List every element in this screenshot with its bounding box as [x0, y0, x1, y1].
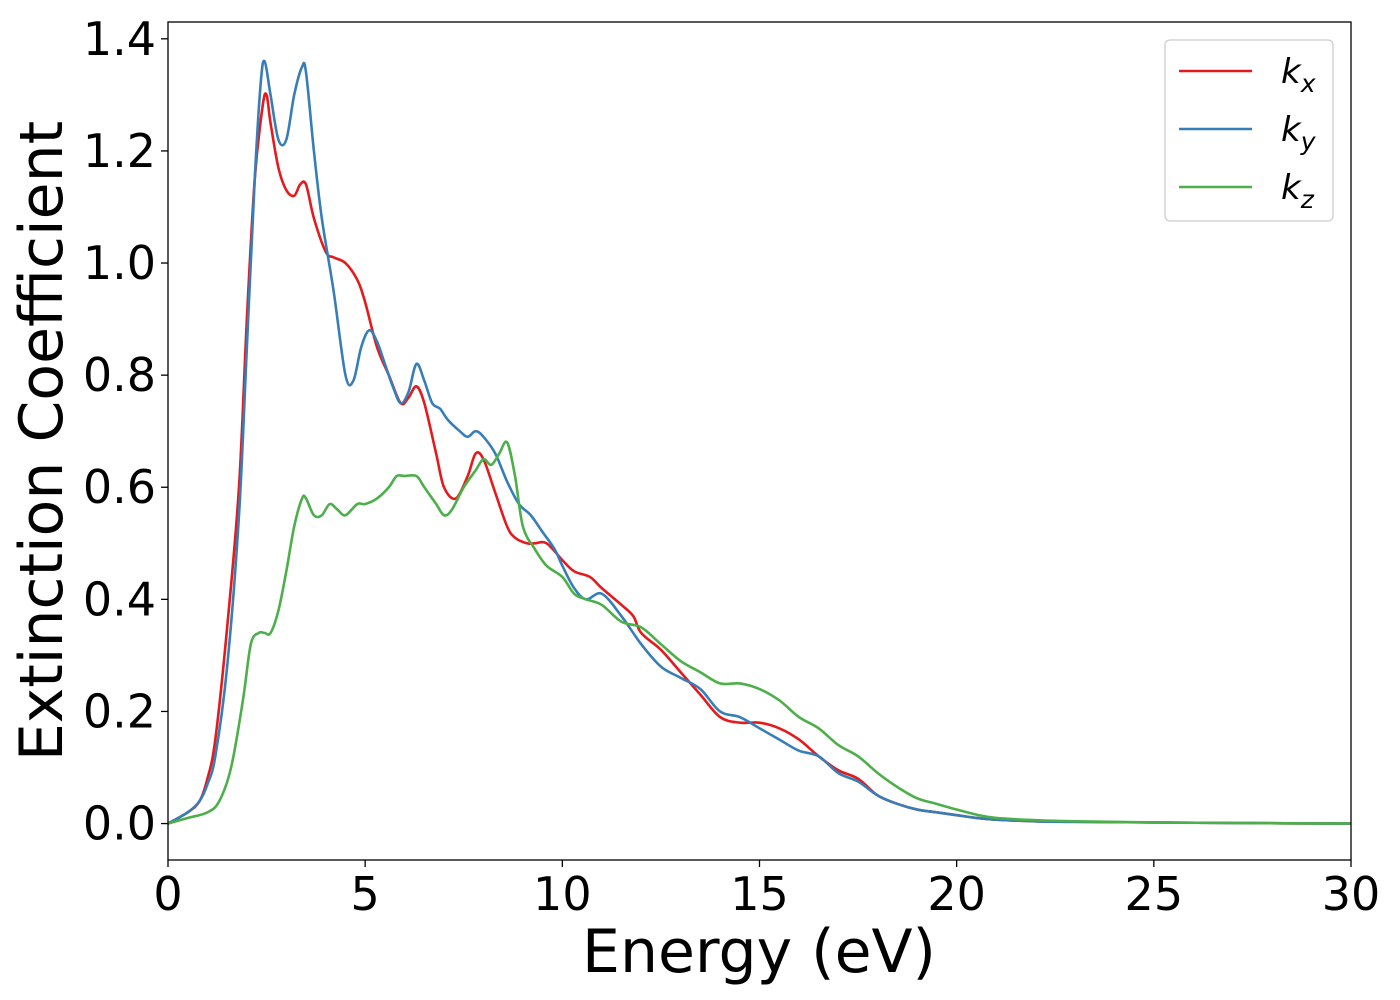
x-tick-label: 0 [153, 867, 182, 921]
x-tick-label: 5 [351, 867, 380, 921]
legend-label-k-y: ky [1281, 110, 1317, 156]
y-axis-label: Extinction Coefficient [7, 121, 77, 761]
x-tick-label: 20 [927, 867, 986, 921]
x-axis-label: Energy (eV) [582, 917, 936, 987]
series-layer [168, 59, 1351, 825]
legend-label-k-z: kz [1281, 168, 1315, 214]
x-tick-label: 30 [1322, 867, 1381, 921]
x-tick-label: 15 [730, 867, 789, 921]
legend-box [1164, 39, 1334, 222]
legend: kx ky kz [1164, 39, 1334, 222]
y-tick-label: 1.4 [83, 12, 156, 66]
y-tick-label: 0.6 [83, 460, 156, 514]
y-tick-label: 0.2 [83, 684, 156, 738]
series-line-k-z [168, 440, 1351, 825]
x-tick-label: 10 [533, 867, 592, 921]
y-tick-label: 0.8 [83, 348, 156, 402]
y-axis: 0.0 0.2 0.4 0.6 0.8 1.0 1.2 1.4 [83, 12, 168, 851]
y-tick-label: 0.0 [83, 797, 156, 851]
y-tick-label: 1.0 [83, 236, 156, 290]
x-axis: 0 5 10 15 20 25 30 [153, 860, 1380, 921]
legend-label-k-x: kx [1281, 52, 1316, 98]
y-tick-label: 1.2 [83, 124, 156, 178]
series-line-k-y [168, 59, 1351, 825]
y-tick-label: 0.4 [83, 572, 156, 626]
x-tick-label: 25 [1125, 867, 1184, 921]
